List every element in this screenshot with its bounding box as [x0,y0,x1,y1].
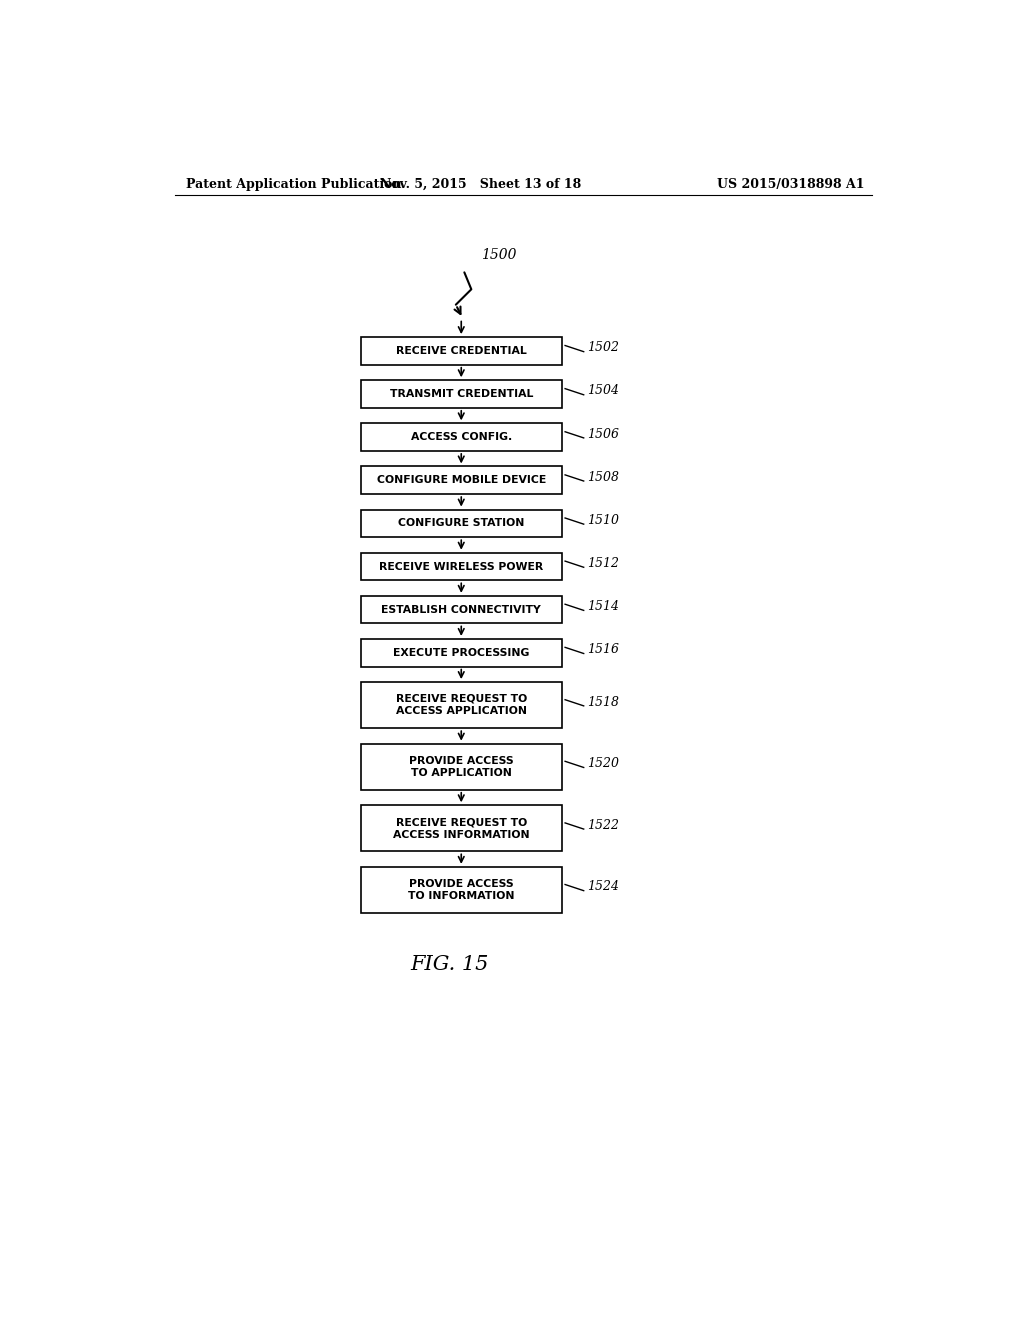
Text: 1510: 1510 [588,513,620,527]
Text: TRANSMIT CREDENTIAL: TRANSMIT CREDENTIAL [389,389,532,399]
Bar [360,682,562,729]
Text: 1512: 1512 [588,557,620,570]
Bar [360,639,562,667]
Text: US 2015/0318898 A1: US 2015/0318898 A1 [717,178,864,190]
Bar [360,424,562,451]
Text: 1502: 1502 [588,342,620,354]
Text: 1516: 1516 [588,643,620,656]
Text: Patent Application Publication: Patent Application Publication [186,178,401,190]
Bar [360,595,562,623]
Bar [360,553,562,581]
Text: CONFIGURE MOBILE DEVICE: CONFIGURE MOBILE DEVICE [377,475,546,486]
Text: CONFIGURE STATION: CONFIGURE STATION [398,519,524,528]
Text: RECEIVE REQUEST TO
ACCESS APPLICATION: RECEIVE REQUEST TO ACCESS APPLICATION [395,694,527,717]
Text: Nov. 5, 2015   Sheet 13 of 18: Nov. 5, 2015 Sheet 13 of 18 [380,178,582,190]
Bar [360,466,562,494]
Bar [360,510,562,537]
Text: EXECUTE PROCESSING: EXECUTE PROCESSING [393,648,529,657]
Text: ACCESS CONFIG.: ACCESS CONFIG. [411,432,512,442]
Text: RECEIVE WIRELESS POWER: RECEIVE WIRELESS POWER [379,561,544,572]
Text: 1520: 1520 [588,758,620,770]
Text: PROVIDE ACCESS
TO INFORMATION: PROVIDE ACCESS TO INFORMATION [408,879,514,902]
Text: RECEIVE REQUEST TO
ACCESS INFORMATION: RECEIVE REQUEST TO ACCESS INFORMATION [393,817,529,840]
Text: 1508: 1508 [588,471,620,483]
Text: 1506: 1506 [588,428,620,441]
Text: 1500: 1500 [480,248,516,263]
Text: 1518: 1518 [588,696,620,709]
Bar [360,805,562,851]
Text: ESTABLISH CONNECTIVITY: ESTABLISH CONNECTIVITY [381,605,541,615]
Text: PROVIDE ACCESS
TO APPLICATION: PROVIDE ACCESS TO APPLICATION [409,755,514,777]
Text: 1504: 1504 [588,384,620,397]
Bar [360,380,562,408]
Text: 1522: 1522 [588,818,620,832]
Text: 1514: 1514 [588,601,620,612]
Text: RECEIVE CREDENTIAL: RECEIVE CREDENTIAL [396,346,526,356]
Text: FIG. 15: FIG. 15 [411,956,488,974]
Text: 1524: 1524 [588,880,620,894]
Bar [360,867,562,913]
Bar [360,743,562,789]
Bar [360,337,562,364]
